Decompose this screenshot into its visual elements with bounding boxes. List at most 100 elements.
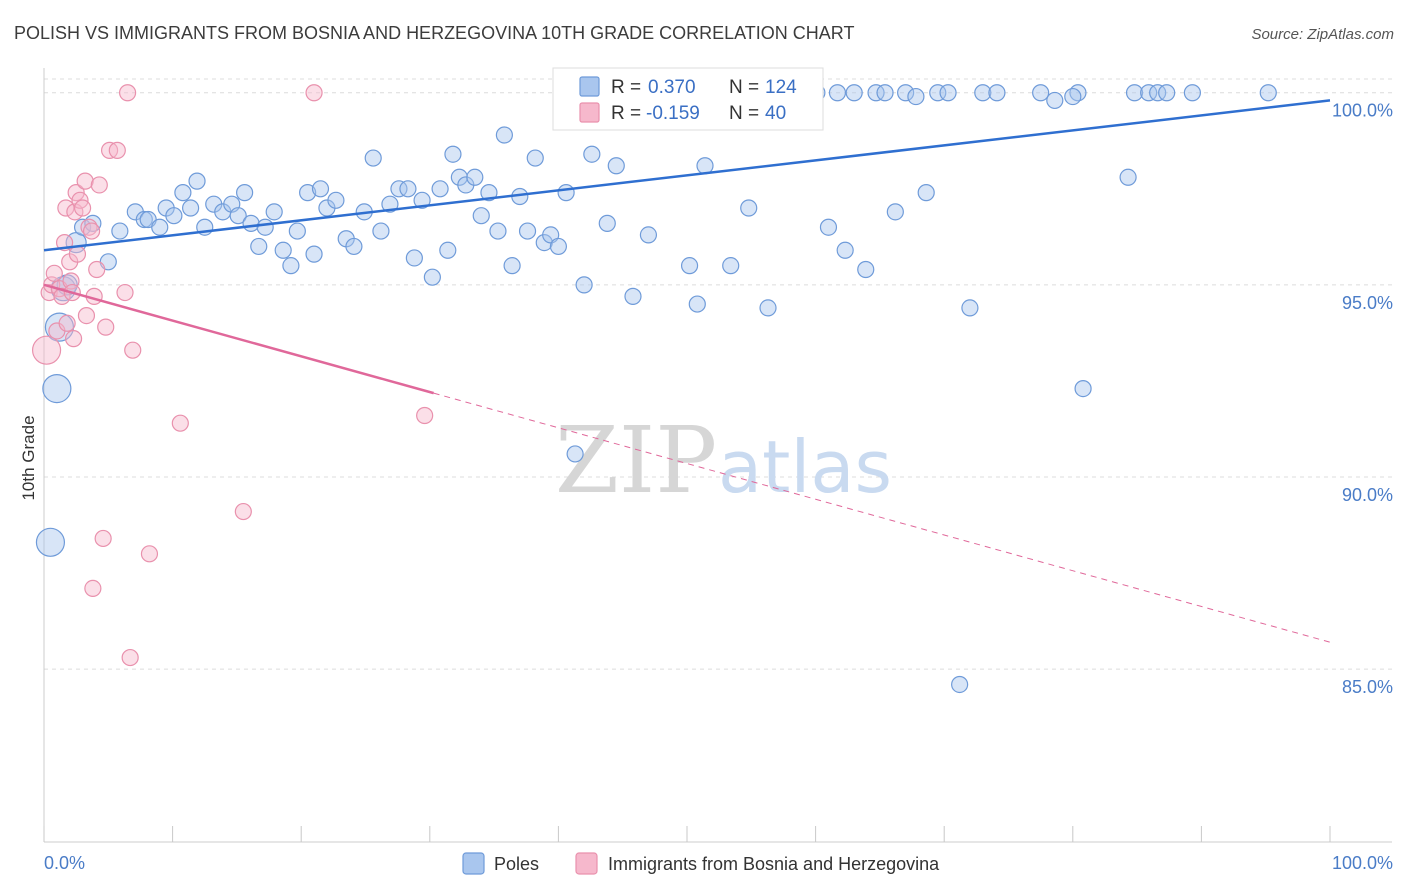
poles-point-32 (299, 184, 317, 202)
poles-point-97 (836, 241, 854, 259)
poles-point-100 (867, 84, 885, 102)
poles-point-13 (151, 218, 169, 236)
bosnia-point-29 (108, 141, 126, 159)
poles-point-114 (1125, 84, 1144, 102)
poles-point-105 (917, 184, 935, 202)
grid-layer (44, 78, 1392, 670)
poles-point-116 (1149, 84, 1167, 102)
poles-point-95 (819, 218, 838, 236)
poles-point-73 (624, 287, 642, 305)
poles-point-66 (566, 445, 584, 463)
poles-point-119 (1064, 87, 1082, 106)
poles-point-34 (311, 180, 330, 198)
poles-point-102 (886, 203, 904, 221)
bosnia-point-22 (82, 222, 101, 240)
source-label: Source: ZipAtlas.com (1251, 26, 1394, 43)
poles-point-30 (282, 257, 300, 275)
bosnia-point-16 (68, 245, 87, 263)
poles-point-85 (722, 257, 740, 275)
bosnia-point-8 (57, 199, 75, 217)
y-tick-label-1: 90.0% (1342, 485, 1393, 505)
poles-point-58 (503, 257, 521, 275)
poles-point-110 (974, 84, 992, 102)
poles-point-81 (688, 295, 706, 313)
poles-point-38 (345, 237, 363, 256)
poles-point-80 (680, 257, 699, 275)
poles-point-41 (372, 222, 390, 240)
bosnia-point-36 (171, 414, 189, 432)
y-tick-label-3: 100.0% (1332, 101, 1393, 121)
poles-point-45 (405, 249, 423, 267)
poles-point-112 (1032, 84, 1050, 102)
poles-point-27 (256, 218, 274, 236)
poles-point-96 (828, 84, 847, 102)
bosnia-point-35 (140, 545, 159, 563)
poles-point-98 (845, 84, 863, 102)
poles-point-99 (857, 260, 875, 279)
poles-point-53 (466, 168, 484, 186)
bosnia-series-label: Immigrants from Bosnia and Herzegovina (608, 854, 940, 874)
bosnia-point-0 (31, 335, 62, 365)
poles-point-70 (598, 214, 616, 232)
poles-n-label: N = (729, 77, 759, 98)
y-tick-labels: 85.0% 90.0% 95.0% 100.0% (1332, 101, 1393, 697)
bosnia-series-swatch (575, 852, 598, 875)
bosnia-n-value: 40 (765, 103, 786, 124)
poles-series-swatch (462, 852, 485, 875)
series-legend: Poles Immigrants from Bosnia and Herzego… (462, 852, 940, 875)
poles-point-122 (1119, 168, 1137, 186)
axis-layer (43, 68, 1392, 843)
poles-point-1 (42, 374, 72, 404)
poles-point-71 (607, 157, 625, 175)
poles-point-18 (188, 172, 206, 190)
bosnia-point-38 (305, 84, 323, 102)
poles-point-0 (35, 527, 66, 557)
poles-point-64 (549, 237, 568, 256)
poles-legend-swatch (579, 76, 600, 97)
x-tick-label-1: 100.0% (1332, 853, 1393, 873)
bosnia-point-31 (116, 283, 134, 302)
poles-point-111 (988, 84, 1006, 102)
y-tick-label-0: 85.0% (1342, 677, 1393, 697)
bosnia-point-27 (97, 318, 115, 336)
poles-point-23 (229, 207, 247, 225)
poles-series-label: Poles (494, 854, 539, 874)
x-tick-labels: 0.0% 100.0% (44, 853, 1393, 873)
poles-point-48 (431, 180, 449, 198)
poles-point-54 (472, 207, 490, 225)
bosnia-point-33 (124, 341, 142, 359)
points-layer (31, 84, 1277, 694)
poles-trend-line (43, 99, 1331, 252)
poles-point-123 (1259, 84, 1277, 102)
poles-point-104 (907, 87, 925, 106)
poles-point-15 (165, 207, 183, 225)
watermark-zip: ZIP (555, 407, 717, 514)
bosnia-point-32 (118, 84, 137, 102)
poles-point-43 (390, 180, 408, 198)
poles-r-label: R = (611, 77, 641, 98)
poles-point-68 (583, 145, 601, 163)
poles-r-value: 0.370 (648, 77, 696, 98)
bosnia-point-34 (121, 648, 139, 667)
bosnia-point-30 (84, 579, 102, 598)
poles-point-9 (111, 222, 129, 240)
poles-point-25 (242, 214, 260, 232)
bosnia-trend-line-solid (43, 283, 434, 395)
poles-point-28 (265, 203, 283, 221)
poles-point-55 (480, 184, 498, 202)
poles-point-120 (1046, 91, 1064, 110)
bosnia-point-19 (76, 172, 94, 190)
poles-point-31 (288, 222, 306, 240)
poles-point-57 (495, 126, 513, 144)
watermark-atlas: atlas (718, 425, 892, 509)
bosnia-legend-swatch (579, 102, 600, 123)
bosnia-point-6 (53, 287, 71, 305)
poles-point-47 (423, 268, 441, 286)
bosnia-n-label: N = (729, 103, 759, 124)
poles-point-60 (518, 222, 537, 240)
bosnia-r-label: R = (611, 103, 641, 124)
poles-point-115 (1140, 84, 1158, 102)
bosnia-point-3 (45, 264, 63, 282)
bosnia-point-9 (58, 314, 76, 332)
